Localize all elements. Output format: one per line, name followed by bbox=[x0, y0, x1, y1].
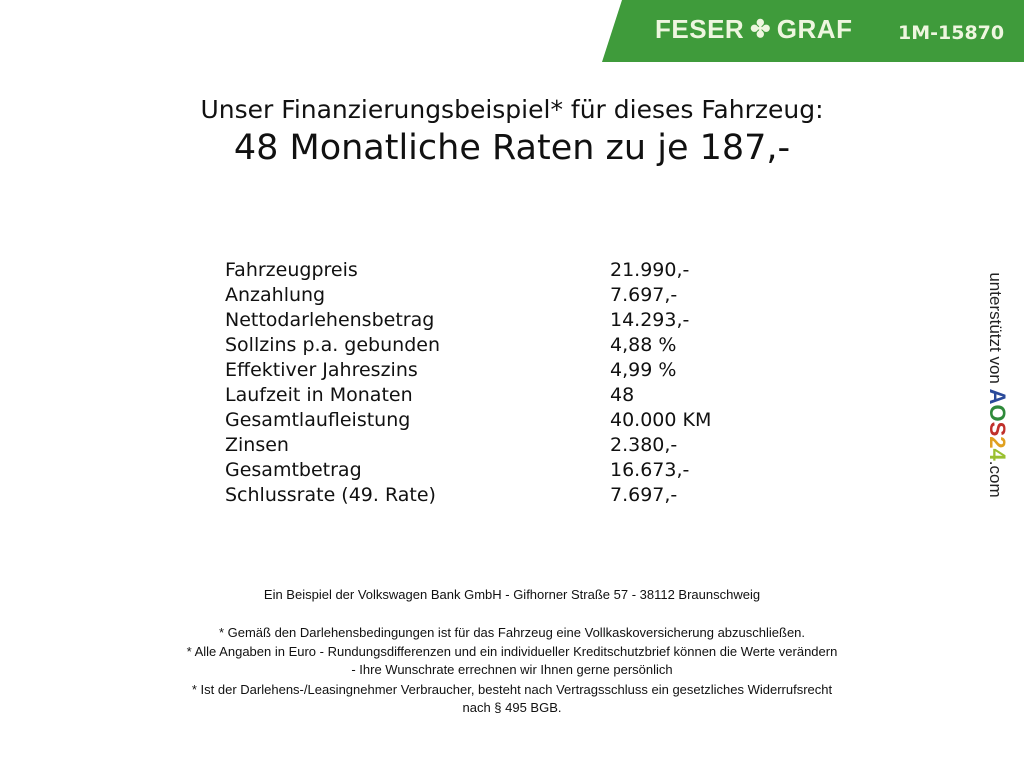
table-row: Fahrzeugpreis 21.990,- bbox=[225, 258, 711, 283]
row-label: Effektiver Jahreszins bbox=[225, 359, 418, 381]
row-value: 2.380,- bbox=[610, 434, 678, 456]
row-label: Schlussrate (49. Rate) bbox=[225, 484, 436, 506]
row-value: 4,88 % bbox=[610, 334, 677, 356]
heading-rate: 48 Monatliche Raten zu je 187,- bbox=[233, 128, 791, 168]
footnote-2b: - Ihre Wunschrate errechnen wir Ihnen ge… bbox=[351, 662, 673, 677]
table-row: Sollzins p.a. gebunden 4,88 % bbox=[225, 333, 711, 358]
footnote-2a: * Alle Angaben in Euro - Rundungsdiffere… bbox=[186, 644, 838, 659]
bank-info: Ein Beispiel der Volkswagen Bank GmbH - … bbox=[263, 587, 761, 602]
table-row: Effektiver Jahreszins 4,99 % bbox=[225, 358, 711, 383]
vehicle-code: 1M-15870 bbox=[898, 22, 1005, 44]
heading-intro: Unser Finanzierungsbeispiel* für dieses … bbox=[200, 95, 824, 124]
row-value: 48 bbox=[610, 384, 635, 406]
footnote-1: * Gemäß den Darlehensbedingungen ist für… bbox=[218, 625, 806, 640]
brand-logo: FESER ✤ GRAF bbox=[655, 14, 852, 45]
table-row: Anzahlung 7.697,- bbox=[225, 283, 711, 308]
table-row: Zinsen 2.380,- bbox=[225, 433, 711, 458]
row-value: 40.000 KM bbox=[610, 409, 712, 431]
header-banner bbox=[602, 0, 1024, 62]
table-row: Laufzeit in Monaten 48 bbox=[225, 383, 711, 408]
row-label: Zinsen bbox=[225, 434, 289, 456]
brand-name-2: GRAF bbox=[776, 14, 853, 44]
sponsor-note: unterstützt von AOS24.com bbox=[984, 272, 1010, 497]
row-value: 4,99 % bbox=[610, 359, 677, 381]
sponsor-suffix: .com bbox=[986, 460, 1005, 498]
row-value: 7.697,- bbox=[610, 484, 678, 506]
row-label: Anzahlung bbox=[225, 284, 326, 306]
row-label: Gesamtlaufleistung bbox=[225, 409, 411, 431]
table-row: Gesamtbetrag 16.673,- bbox=[225, 458, 711, 483]
table-row: Gesamtlaufleistung 40.000 KM bbox=[225, 408, 711, 433]
footnote-3a: * Ist der Darlehens-/Leasingnehmer Verbr… bbox=[191, 682, 833, 697]
sponsor-text: unterstützt von bbox=[986, 272, 1005, 384]
brand-name-1: FESER bbox=[655, 14, 745, 44]
row-value: 7.697,- bbox=[610, 284, 678, 306]
row-label: Gesamtbetrag bbox=[225, 459, 362, 481]
row-label: Laufzeit in Monaten bbox=[225, 384, 413, 406]
clover-icon: ✤ bbox=[750, 16, 771, 43]
table-row: Nettodarlehensbetrag 14.293,- bbox=[225, 308, 711, 333]
row-value: 16.673,- bbox=[610, 459, 690, 481]
row-label: Sollzins p.a. gebunden bbox=[225, 334, 440, 356]
row-value: 21.990,- bbox=[610, 259, 690, 281]
row-value: 14.293,- bbox=[610, 309, 690, 331]
table-row: Schlussrate (49. Rate) 7.697,- bbox=[225, 483, 711, 508]
finance-table: Fahrzeugpreis 21.990,- Anzahlung 7.697,- Net… bbox=[225, 258, 711, 508]
row-label: Fahrzeugpreis bbox=[225, 259, 358, 281]
aos24-logo: AOS24 bbox=[985, 388, 1010, 461]
row-label: Nettodarlehensbetrag bbox=[225, 309, 435, 331]
footnote-3b: nach § 495 BGB. bbox=[462, 700, 562, 715]
